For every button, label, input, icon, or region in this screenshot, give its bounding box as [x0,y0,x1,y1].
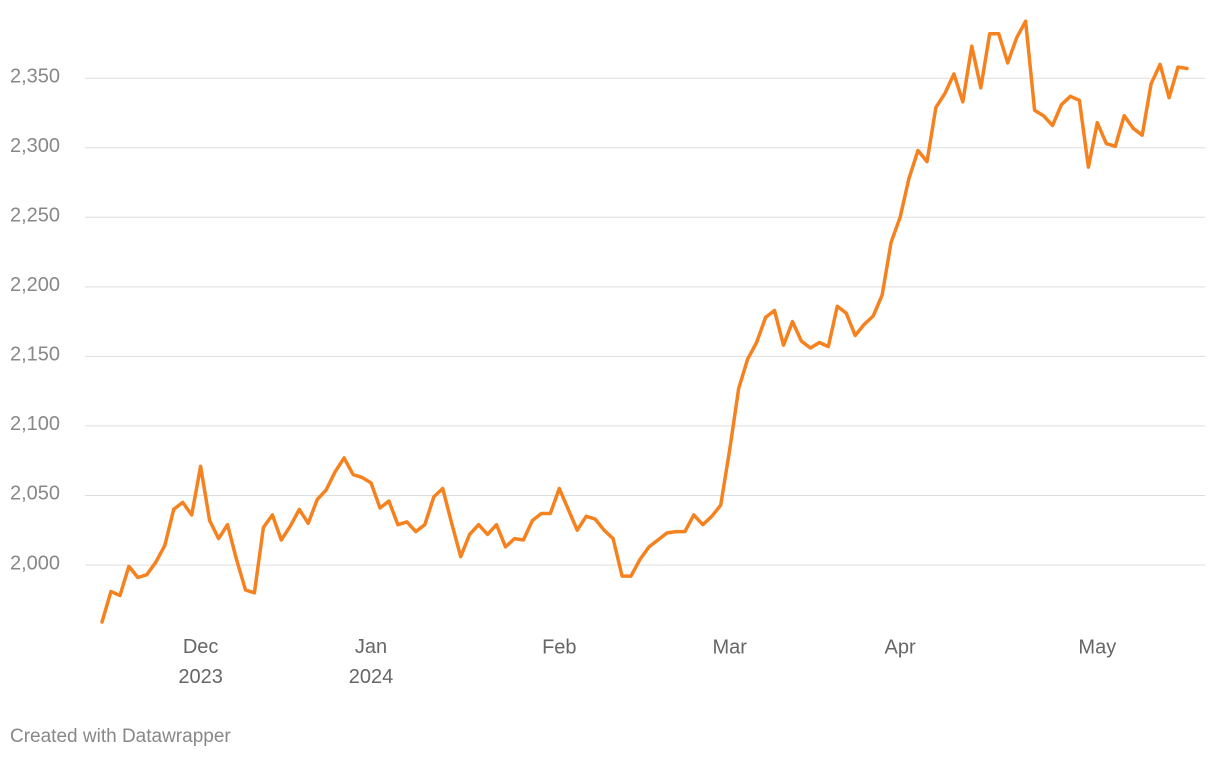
y-tick-label: 2,300 [10,135,60,157]
y-tick-label: 2,050 [10,483,60,505]
y-tick-label: 2,100 [10,413,60,435]
y-tick-label: 2,200 [10,274,60,296]
y-tick-label: 2,350 [10,65,60,87]
x-tick-label: May [1078,636,1116,658]
x-tick-label: Feb [542,636,576,658]
footer: Created with Datawrapper [10,726,231,747]
x-tick-label: Mar [712,636,747,658]
x-tick-label: Apr [884,636,915,658]
line [100,19,1189,624]
y-tick-label: 2,150 [10,344,60,366]
y-tick-label: 2,000 [10,552,60,574]
y-tick-label: 2,250 [10,205,60,227]
x-tick-label: Jan 2024 [349,636,394,688]
x-tick-label: Dec 2023 [178,636,223,688]
